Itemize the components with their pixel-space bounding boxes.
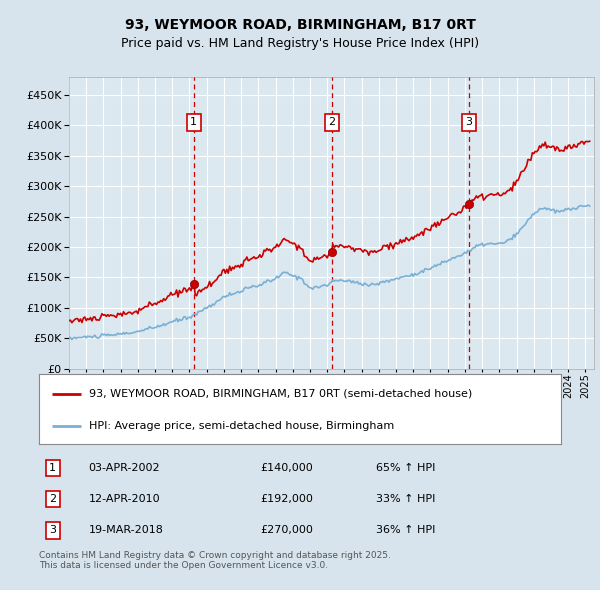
Text: £270,000: £270,000	[260, 525, 313, 535]
Text: 93, WEYMOOR ROAD, BIRMINGHAM, B17 0RT: 93, WEYMOOR ROAD, BIRMINGHAM, B17 0RT	[125, 18, 475, 32]
Text: 2: 2	[49, 494, 56, 504]
Text: 33% ↑ HPI: 33% ↑ HPI	[376, 494, 435, 504]
Text: £140,000: £140,000	[260, 463, 313, 473]
Text: 3: 3	[49, 525, 56, 535]
Text: Contains HM Land Registry data © Crown copyright and database right 2025.
This d: Contains HM Land Registry data © Crown c…	[39, 550, 391, 570]
Text: Price paid vs. HM Land Registry's House Price Index (HPI): Price paid vs. HM Land Registry's House …	[121, 37, 479, 50]
Text: 1: 1	[190, 117, 197, 127]
Text: 65% ↑ HPI: 65% ↑ HPI	[376, 463, 435, 473]
Text: 19-MAR-2018: 19-MAR-2018	[89, 525, 164, 535]
Text: 1: 1	[49, 463, 56, 473]
Text: £192,000: £192,000	[260, 494, 313, 504]
Text: 36% ↑ HPI: 36% ↑ HPI	[376, 525, 435, 535]
Text: 12-APR-2010: 12-APR-2010	[89, 494, 160, 504]
Text: 2: 2	[328, 117, 335, 127]
Text: HPI: Average price, semi-detached house, Birmingham: HPI: Average price, semi-detached house,…	[89, 421, 394, 431]
Text: 93, WEYMOOR ROAD, BIRMINGHAM, B17 0RT (semi-detached house): 93, WEYMOOR ROAD, BIRMINGHAM, B17 0RT (s…	[89, 389, 472, 399]
Text: 03-APR-2002: 03-APR-2002	[89, 463, 160, 473]
Text: 3: 3	[465, 117, 472, 127]
